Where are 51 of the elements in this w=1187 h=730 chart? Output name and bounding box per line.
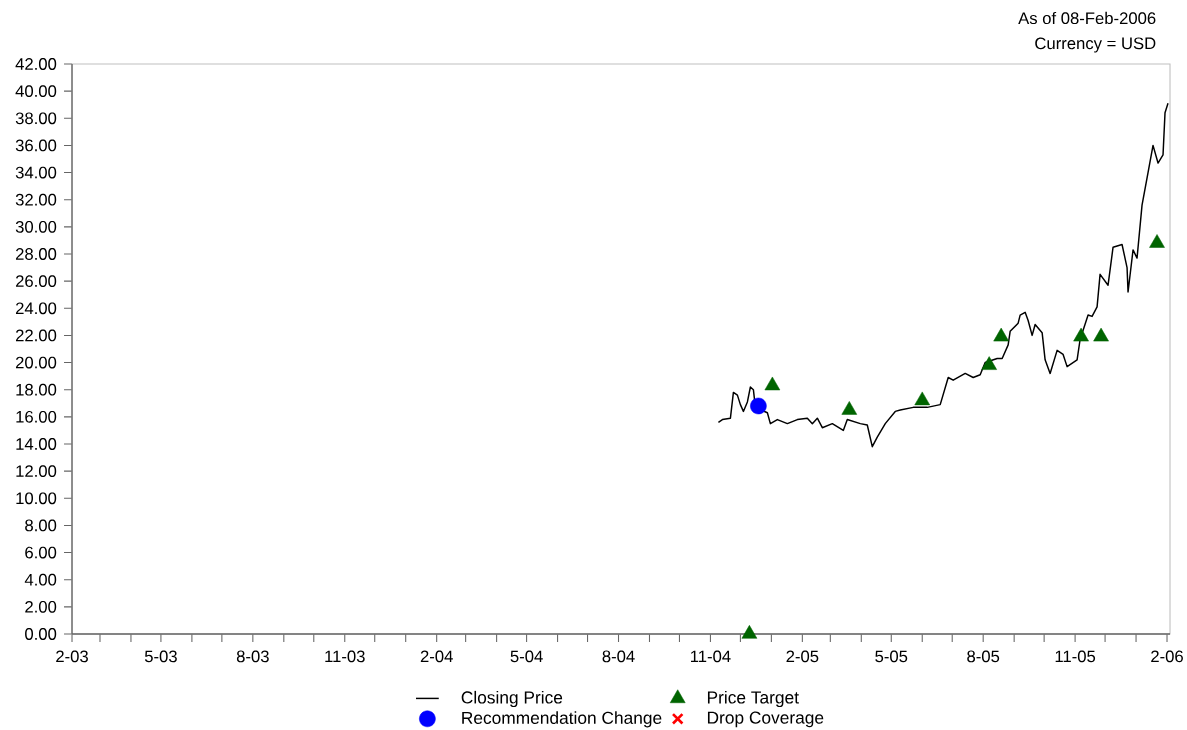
y-tick-label: 38.00 bbox=[15, 112, 57, 125]
y-tick-label: 2.00 bbox=[25, 600, 57, 613]
text: Currency = USD bbox=[1035, 37, 1156, 53]
y-tick-label: 10.00 bbox=[16, 492, 57, 505]
y-tick-label: 42.00 bbox=[15, 58, 57, 70]
x-tick-label: 5-04 bbox=[510, 650, 543, 663]
x-tick-label: 11-05 bbox=[1055, 650, 1096, 663]
x-tick-label: 2-04 bbox=[420, 650, 453, 663]
y-tick-label: 30.00 bbox=[15, 220, 57, 233]
x-tick-label: 5-05 bbox=[875, 650, 908, 663]
point bbox=[993, 327, 1009, 342]
text: As of 08-Feb-2006 bbox=[1018, 11, 1156, 25]
x-tick-label: 2-03 bbox=[56, 650, 88, 663]
x-tick-label: 2-06 bbox=[1151, 650, 1183, 663]
y-tick-label: 32.00 bbox=[15, 193, 57, 206]
x-tick-label: 11-04 bbox=[691, 650, 731, 663]
y-tick-label: 28.00 bbox=[15, 248, 57, 260]
y-tick-label: 12.00 bbox=[16, 465, 57, 478]
x-tick-label: 11-03 bbox=[325, 650, 365, 663]
y-tick-label: 6.00 bbox=[25, 546, 57, 559]
x-tick-label: 8-05 bbox=[967, 650, 1000, 663]
point bbox=[764, 376, 781, 391]
y-tick-label: 16.00 bbox=[16, 410, 57, 423]
y-tick-label: 8.00 bbox=[25, 519, 57, 532]
x-tick-label: 5-03 bbox=[144, 650, 177, 663]
y-tick-label: 0.00 bbox=[25, 628, 57, 640]
legend-label: Recommendation Change bbox=[462, 711, 662, 728]
y-tick-label: 22.00 bbox=[15, 329, 57, 342]
x-tick-label: 8-04 bbox=[602, 650, 635, 663]
line-series bbox=[717, 102, 1169, 448]
legend-label: Closing Price bbox=[461, 690, 563, 708]
point bbox=[841, 401, 858, 415]
y-tick-label: 36.00 bbox=[15, 139, 57, 152]
y-tick-label: 26.00 bbox=[15, 275, 57, 288]
y-tick-label: 34.00 bbox=[15, 166, 57, 179]
point bbox=[1093, 327, 1109, 342]
y-tick-label: 24.00 bbox=[15, 302, 57, 315]
point bbox=[1073, 327, 1089, 342]
y-tick-label: 14.00 bbox=[16, 438, 57, 450]
legend-label: Price Target bbox=[707, 690, 799, 708]
legend-label: Drop Coverage bbox=[707, 711, 824, 728]
point bbox=[741, 625, 758, 639]
y-tick-label: 18.00 bbox=[16, 383, 57, 396]
point bbox=[914, 391, 931, 406]
point bbox=[1149, 234, 1165, 248]
x-tick-label: 2-05 bbox=[786, 650, 819, 663]
point bbox=[981, 356, 997, 370]
y-tick-label: 4.00 bbox=[24, 573, 57, 586]
x-tick-label: 8-03 bbox=[236, 650, 269, 663]
y-tick-label: 40.00 bbox=[15, 85, 57, 98]
y-tick-label: 20.00 bbox=[15, 356, 57, 369]
